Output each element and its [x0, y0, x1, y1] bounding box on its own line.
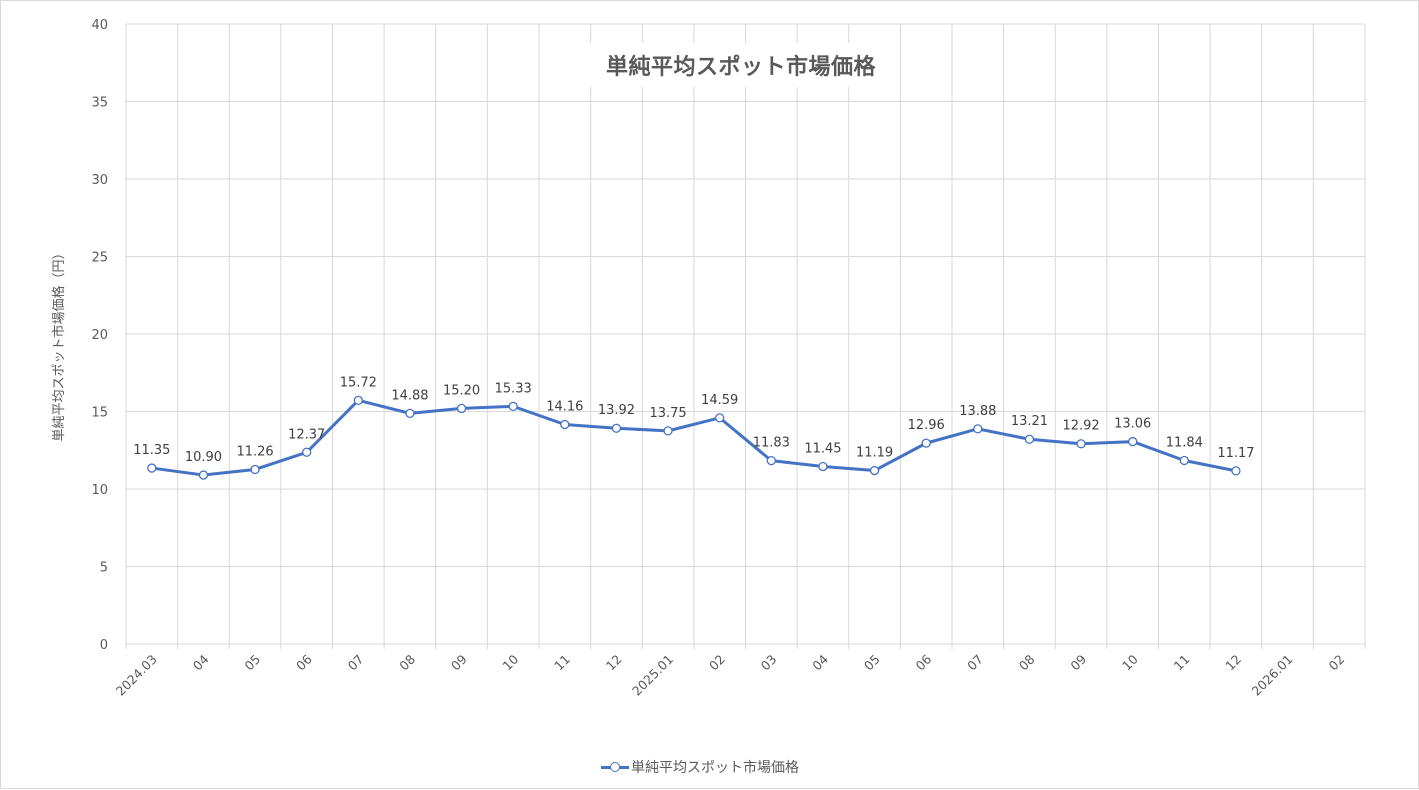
data-label: 10.90	[185, 450, 222, 465]
data-label: 11.35	[133, 443, 170, 458]
x-tick-label: 04	[809, 651, 831, 673]
legend-line-marker-icon	[601, 761, 629, 773]
data-point-marker	[353, 395, 363, 405]
x-tick-label: 12	[603, 652, 625, 674]
y-tick-label: 30	[91, 173, 108, 188]
data-label: 11.26	[236, 444, 273, 459]
y-tick-label: 35	[91, 96, 108, 111]
data-point-marker	[611, 423, 622, 433]
data-label: 12.37	[288, 427, 325, 442]
chart-title: 単純平均スポット市場価格	[586, 43, 896, 87]
x-tick-label: 2025.01	[629, 652, 676, 699]
data-label: 14.16	[546, 400, 583, 415]
data-point-marker	[405, 408, 415, 419]
data-point-marker	[250, 464, 260, 475]
x-tick-label: 10	[499, 651, 521, 673]
x-tick-label: 12	[1222, 652, 1244, 674]
data-label: 13.21	[1011, 414, 1048, 429]
y-tick-label: 0	[100, 638, 108, 653]
data-point-marker	[147, 463, 157, 473]
data-point-marker	[1128, 436, 1138, 447]
x-tick-label: 07	[964, 652, 986, 674]
x-tick-label: 02	[706, 652, 728, 674]
x-tick-label: 2026.01	[1249, 652, 1296, 699]
x-tick-label: 08	[396, 651, 418, 673]
x-tick-label: 09	[448, 651, 470, 673]
data-label: 11.19	[856, 446, 893, 461]
y-tick-label: 40	[91, 18, 108, 33]
data-label: 11.84	[1166, 435, 1203, 450]
data-point-marker	[869, 465, 880, 476]
y-tick-label: 20	[91, 328, 108, 343]
data-point-marker	[973, 424, 983, 434]
data-label: 13.06	[1114, 417, 1151, 432]
data-label: 13.75	[649, 406, 686, 421]
x-tick-label: 05	[861, 652, 883, 674]
data-point-marker	[508, 401, 518, 412]
x-tick-label: 06	[293, 651, 315, 673]
x-tick-label: 05	[241, 652, 263, 674]
data-point-marker	[1179, 455, 1189, 466]
y-tick-label: 10	[91, 483, 108, 498]
x-tick-label: 2024.03	[113, 652, 160, 699]
x-tick-label: 11	[1171, 652, 1193, 674]
data-point-marker	[302, 447, 312, 457]
data-point-marker	[921, 438, 931, 448]
x-tick-label: 06	[912, 651, 934, 673]
data-point-marker	[198, 470, 209, 480]
y-tick-label: 5	[100, 561, 108, 576]
data-label: 15.72	[340, 375, 377, 390]
data-label: 12.96	[908, 418, 945, 433]
data-label: 14.88	[391, 388, 428, 403]
y-tick-label: 15	[91, 406, 108, 421]
data-point-marker	[818, 461, 828, 472]
x-tick-label: 03	[758, 652, 780, 674]
data-point-marker	[1231, 466, 1241, 476]
x-tick-label: 07	[345, 652, 367, 674]
data-label: 11.17	[1217, 446, 1254, 461]
x-tick-label: 11	[551, 652, 573, 674]
data-label: 15.20	[443, 383, 480, 398]
y-axis-title: 単純平均スポット市場価格（円）	[51, 246, 67, 441]
data-point-marker	[560, 419, 570, 430]
data-label: 11.83	[753, 436, 790, 451]
data-point-marker	[663, 426, 673, 436]
data-label: 15.33	[495, 381, 532, 396]
x-tick-label: 04	[190, 651, 212, 673]
legend-label: 単純平均スポット市場価格	[631, 760, 799, 776]
x-tick-label: 08	[1016, 651, 1038, 673]
x-tick-label: 10	[1119, 651, 1141, 673]
data-point-marker	[1024, 434, 1035, 444]
data-label: 12.92	[1062, 419, 1099, 434]
data-label: 11.45	[804, 442, 841, 457]
data-label: 13.88	[959, 404, 996, 419]
x-tick-label: 02	[1325, 652, 1347, 674]
legend: 単純平均スポット市場価格	[601, 757, 799, 777]
y-tick-label: 25	[91, 251, 108, 266]
data-point-marker	[1076, 439, 1086, 449]
series-line	[151, 398, 1237, 477]
data-point-marker	[715, 413, 725, 423]
data-point-marker	[766, 455, 776, 466]
data-label: 13.92	[598, 403, 635, 418]
data-label: 14.59	[701, 393, 738, 408]
x-tick-label: 09	[1067, 651, 1089, 673]
data-point-marker	[456, 403, 467, 414]
